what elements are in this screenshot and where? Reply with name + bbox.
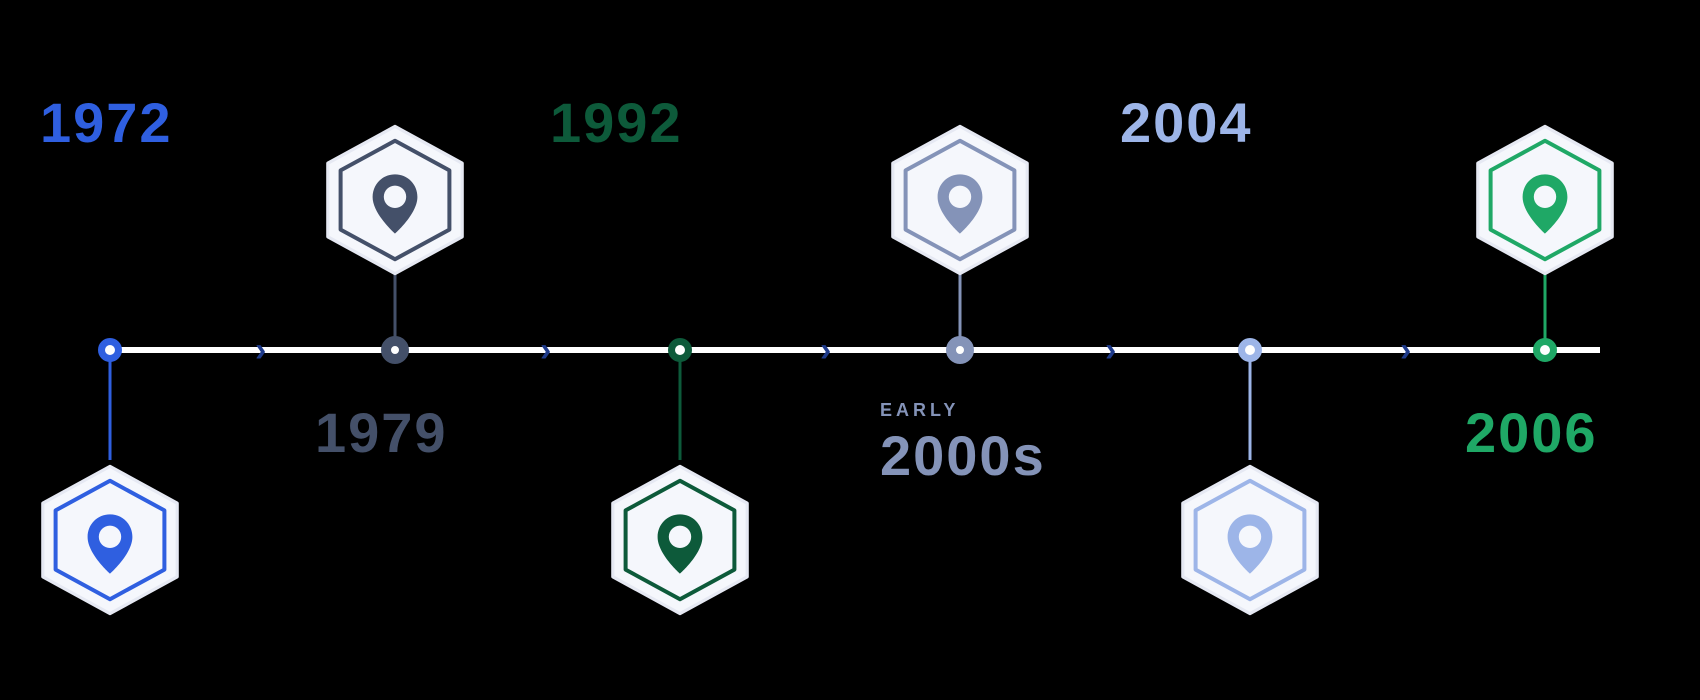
timeline-year-text: 2000s [880,424,1046,487]
timeline-axis [100,347,1600,353]
timeline-node-dot [1533,338,1557,362]
timeline-node-dot [668,338,692,362]
timeline-hex-badge [1170,460,1330,620]
timeline-year-text: 1979 [315,401,448,464]
timeline-connector [1249,350,1252,460]
timeline-year-text: 1992 [550,91,683,154]
timeline-node-dot [381,336,409,364]
timeline-hex-badge [600,460,760,620]
timeline-node-dot [1238,338,1262,362]
timeline-diagram: 1972 › 1979 › 1992 › EARLY 2000s › 2004 › 2006 [0,0,1700,700]
timeline-connector [109,350,112,460]
timeline-year-label: EARLY 2000s [880,400,1046,488]
timeline-year-label: 1972 [40,90,173,155]
timeline-hex-badge [30,460,190,620]
chevron-right-icon: › [255,333,266,367]
timeline-connector [679,350,682,460]
timeline-node-dot [98,338,122,362]
timeline-year-label: 1992 [550,90,683,155]
timeline-hex-badge [1465,120,1625,280]
timeline-year-prefix: EARLY [880,400,1046,421]
chevron-right-icon: › [540,333,551,367]
timeline-year-label: 2006 [1465,400,1598,465]
timeline-hex-badge [880,120,1040,280]
chevron-right-icon: › [1105,333,1116,367]
timeline-node-dot [946,336,974,364]
timeline-year-label: 1979 [315,400,448,465]
timeline-hex-badge [315,120,475,280]
timeline-year-label: 2004 [1120,90,1253,155]
chevron-right-icon: › [1400,333,1411,367]
timeline-year-text: 2004 [1120,91,1253,154]
chevron-right-icon: › [820,333,831,367]
timeline-year-text: 1972 [40,91,173,154]
timeline-year-text: 2006 [1465,401,1598,464]
